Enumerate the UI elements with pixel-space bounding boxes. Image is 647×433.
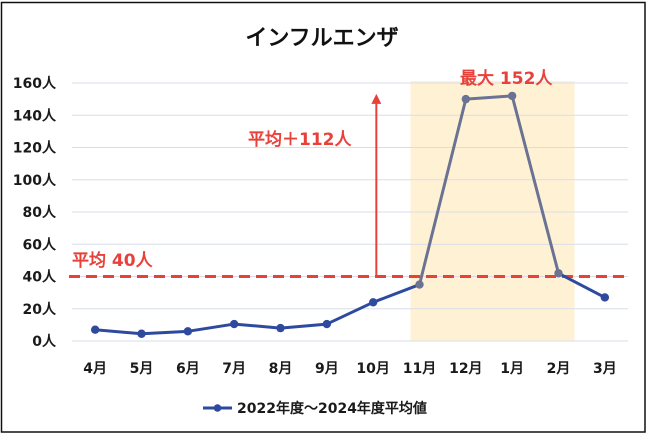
data-point[interactable] xyxy=(368,298,378,307)
y-tick-label: 120人 xyxy=(13,140,57,157)
series-segment xyxy=(418,97,468,287)
x-tick-label: 1月 xyxy=(500,361,524,377)
series-segment xyxy=(325,300,375,326)
highlight-range xyxy=(410,81,575,341)
data-point[interactable] xyxy=(507,91,517,101)
y-axis-labels: 0人 20人 40人 60人 80人 100人 120人 140人 160人 xyxy=(13,75,57,350)
x-tick-label: 8月 xyxy=(269,361,293,377)
x-tick-label: 6月 xyxy=(176,361,200,377)
increase-label: 平均＋112人 xyxy=(248,129,352,150)
data-point[interactable] xyxy=(90,325,100,334)
series-segment xyxy=(464,94,514,101)
y-tick-label: 160人 xyxy=(13,75,57,92)
x-tick-label: 2月 xyxy=(547,361,571,377)
y-tick-label: 60人 xyxy=(23,236,57,253)
series-segment xyxy=(140,329,190,336)
y-tick-label: 0人 xyxy=(32,333,57,350)
series-segment xyxy=(232,322,282,330)
data-point[interactable] xyxy=(229,319,239,329)
data-point[interactable] xyxy=(276,323,285,333)
y-tick-label: 100人 xyxy=(13,172,57,189)
chart-title: インフルエンザ xyxy=(245,26,398,51)
series-markers xyxy=(90,91,610,338)
data-point[interactable] xyxy=(461,94,471,104)
series-segment xyxy=(279,322,329,330)
series-segment xyxy=(557,271,607,299)
y-tick-label: 80人 xyxy=(23,204,57,221)
y-tick-label: 140人 xyxy=(13,107,57,124)
legend-label: 2022年度～2024年度平均値 xyxy=(237,400,427,417)
data-point[interactable] xyxy=(554,269,563,278)
average-label: 平均 40人 xyxy=(72,250,154,271)
x-tick-label: 10月 xyxy=(356,361,389,377)
x-tick-label: 4月 xyxy=(83,361,107,377)
data-point[interactable] xyxy=(137,329,146,338)
series-segment xyxy=(186,322,236,333)
x-tick-label: 7月 xyxy=(222,361,246,377)
series-segment xyxy=(93,328,143,336)
max-label: 最大 152人 xyxy=(460,68,553,89)
x-axis-labels: 4月 5月 6月 7月 8月 9月 10月 11月 12月 1月 2月 3月 xyxy=(83,361,616,377)
x-tick-label: 5月 xyxy=(130,361,154,377)
data-point[interactable] xyxy=(415,280,424,289)
y-tick-label: 20人 xyxy=(23,301,57,318)
x-tick-label: 3月 xyxy=(593,361,617,377)
data-point[interactable] xyxy=(600,293,610,302)
x-tick-label: 11月 xyxy=(403,361,436,377)
y-tick-label: 40人 xyxy=(23,269,57,286)
legend-marker-icon xyxy=(213,404,222,412)
x-tick-label: 9月 xyxy=(315,361,339,377)
series-segment xyxy=(510,94,560,275)
data-point[interactable] xyxy=(322,319,332,329)
data-point[interactable] xyxy=(183,327,193,336)
series-line xyxy=(93,94,607,336)
x-tick-label: 12月 xyxy=(449,361,482,377)
arrow-up-icon xyxy=(371,93,382,104)
legend[interactable]: 2022年度～2024年度平均値 xyxy=(203,400,427,417)
series-segment xyxy=(371,283,421,304)
